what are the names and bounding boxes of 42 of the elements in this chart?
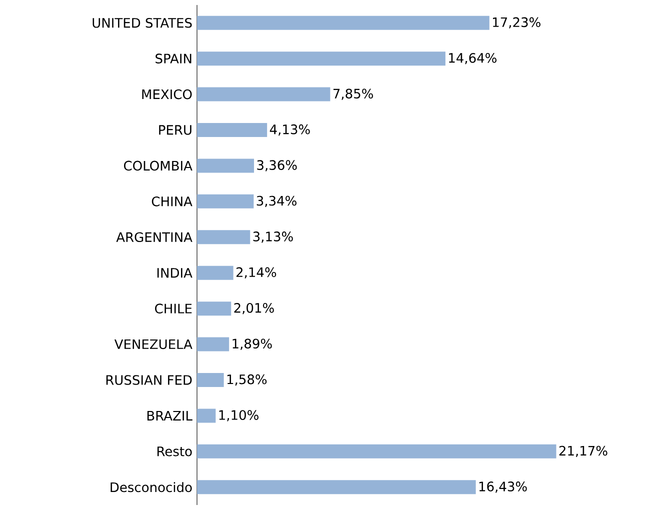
bar	[197, 337, 230, 352]
bar	[197, 122, 268, 137]
data-label: 2,01%	[234, 302, 274, 314]
y-tick-label: PERU	[159, 125, 192, 135]
bar	[197, 87, 330, 102]
y-tick-label: RUSSIAN FED	[106, 375, 192, 385]
data-label: 1,58%	[227, 374, 267, 386]
y-tick-label: VENEZUELA	[114, 339, 192, 350]
bar	[197, 230, 250, 244]
bar	[197, 480, 476, 494]
bar	[197, 408, 216, 423]
bar	[197, 302, 232, 316]
data-label: 17,23%	[493, 17, 540, 28]
y-tick-label: ARGENTINA	[116, 232, 192, 242]
data-label: 1,89%	[232, 338, 272, 350]
bar	[197, 16, 490, 30]
y-tick-label: Desconocido	[110, 482, 192, 492]
data-label: 4,13%	[270, 124, 310, 136]
bar	[197, 444, 556, 458]
y-tick-label: COLOMBIA	[124, 160, 192, 171]
data-label: 14,64%	[449, 52, 496, 64]
data-label: 3,34%	[256, 196, 296, 207]
y-tick-label: SPAIN	[156, 54, 192, 64]
y-tick-label: CHILE	[155, 304, 192, 314]
bar	[197, 266, 234, 280]
data-label: 3,13%	[253, 232, 293, 243]
bar	[197, 194, 254, 208]
y-tick-label: CHINA	[152, 196, 192, 206]
data-label: 2,14%	[236, 267, 276, 278]
y-tick-label: UNITED STATES	[92, 18, 192, 28]
data-label: 7,85%	[333, 88, 373, 100]
bar	[197, 372, 224, 387]
y-tick-label: BRAZIL	[147, 410, 192, 420]
y-tick-label: INDIA	[157, 268, 192, 278]
y-tick-label: Resto	[157, 446, 192, 456]
data-label: 3,36%	[257, 160, 297, 172]
data-label: 16,43%	[479, 482, 527, 493]
data-label: 21,17%	[559, 446, 608, 457]
bar	[197, 158, 254, 173]
data-label: 1,10%	[219, 410, 258, 422]
bar	[197, 52, 446, 66]
y-tick-label: MEXICO	[142, 89, 192, 100]
